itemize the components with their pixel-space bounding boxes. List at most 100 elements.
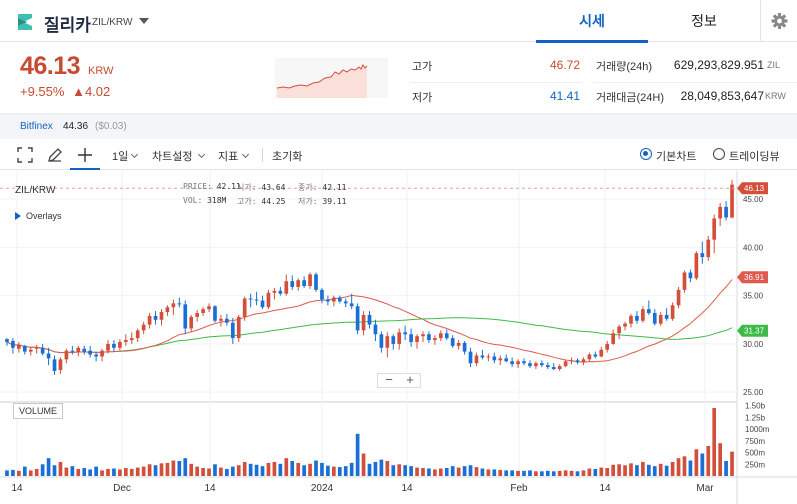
current-price: 46.13 [20,52,81,80]
volume-bar [52,465,57,476]
low-value: 41.41 [549,89,580,103]
tradingview-label[interactable]: 트레이딩뷰 [729,151,780,163]
volume-bar [409,466,413,476]
tradingview-radio[interactable] [713,148,725,160]
tab-info[interactable]: 정보 [691,13,717,29]
mini-price-chart [275,58,388,98]
candle-body [242,298,247,317]
volume-bar [165,462,170,476]
x-tick-label: Feb [510,483,528,494]
toolbar-separator [262,148,263,162]
exchange-name[interactable]: Bitfinex [20,121,53,132]
indicators-select[interactable]: 지표 [218,151,239,163]
candle-body [46,353,51,359]
x-tick-label: Mar [696,483,714,494]
candle-body [296,280,301,287]
candlestick-chart[interactable]: 14 Dec 14 2024 14 Feb 14 Mar 45.00 40.00 35.00 30.0… [0,171,797,504]
volume-bar [147,464,152,476]
volume-bar [670,461,675,476]
volume-bar [480,468,485,476]
candle-body [230,322,235,339]
legend-close-key: 종가: [298,183,318,192]
volume-bar [355,433,360,476]
candle-body [456,342,461,346]
volume-bar [260,466,265,476]
tab-market[interactable]: 시세 [536,0,648,43]
candle-body [534,363,538,367]
crosshair-tool-active[interactable] [70,140,100,170]
volume-bar [248,463,253,476]
volume-bar [397,464,402,476]
candle-body [165,307,170,313]
candle-body [28,349,33,352]
volume-bar [557,470,562,476]
legend-open-key: 시가: [237,183,257,192]
candle-body [278,290,283,294]
volume-bar [337,467,342,476]
basic-chart-radio[interactable] [640,148,652,160]
crosshair-icon [78,148,92,162]
candle-body [421,334,425,337]
basic-chart-label[interactable]: 기본차트 [656,151,697,163]
zoom-out-button[interactable]: − [385,372,393,387]
volume-bar [266,462,271,476]
volume-unit: ZIL [767,60,781,70]
candle-body [557,366,562,370]
candle-body [510,361,514,365]
volume-bar [456,467,461,476]
volume-bar [581,470,586,476]
candle-body [70,350,75,352]
candle-body [575,360,580,363]
candle-body [605,343,610,350]
volume-bar [254,464,259,476]
candle-body [171,303,176,308]
volume-bar [123,468,128,476]
y-tick-label: 30.00 [743,340,764,349]
candle-body [658,314,663,324]
candle-body [403,332,408,335]
volume-bar [433,469,437,476]
zoom-in-button[interactable]: + [406,372,414,387]
legend-high-key: 고가: [237,197,257,206]
stats-divider [593,82,797,83]
candle-body [474,355,479,364]
candle-body [52,359,57,371]
volume-bar [486,469,491,476]
volume-bar [331,466,336,476]
reset-button[interactable]: 초기화 [272,151,303,163]
chart-canvas[interactable]: 14 Dec 14 2024 14 Feb 14 Mar 45.00 40.00 35.00 30.0… [0,171,797,504]
app-header: 질리카 ZIL/KRW 시세 정보 [0,0,797,43]
candle-body [153,315,158,320]
candle-body [438,333,443,339]
volume-bar [94,466,98,476]
volume-tick-label: 750m [745,437,765,446]
candle-body [260,300,265,308]
volume-bar [528,470,532,476]
candle-body [712,218,717,240]
pencil-icon[interactable] [46,146,64,164]
pair-dropdown-caret-icon[interactable] [139,18,149,24]
volume-bar [545,470,550,476]
candle-body [106,343,110,351]
chart-symbol-title: ZIL/KRW [15,185,56,196]
price-tag-label: 31.37 [744,327,765,336]
trade-amount-unit: KRW [765,91,786,101]
volume-bar [349,462,354,476]
volume-bar [468,465,473,476]
volume-bar [379,459,384,476]
interval-select[interactable]: 1일 [112,151,129,163]
fullscreen-icon[interactable] [16,146,34,164]
chart-settings-select[interactable]: 차트설정 [152,151,193,163]
settings-button[interactable] [760,0,797,42]
zilliqa-logo-icon [18,14,32,30]
volume-bar [664,465,669,476]
candle-body [486,356,491,358]
volume-bar [706,446,711,476]
candle-body [248,298,253,300]
volume-bar [498,469,503,476]
overlays-toggle[interactable]: Overlays [15,211,62,221]
volume-bar [230,466,235,476]
candle-body [492,356,497,361]
volume-bar [106,468,110,476]
x-tick-label: 14 [204,483,216,494]
